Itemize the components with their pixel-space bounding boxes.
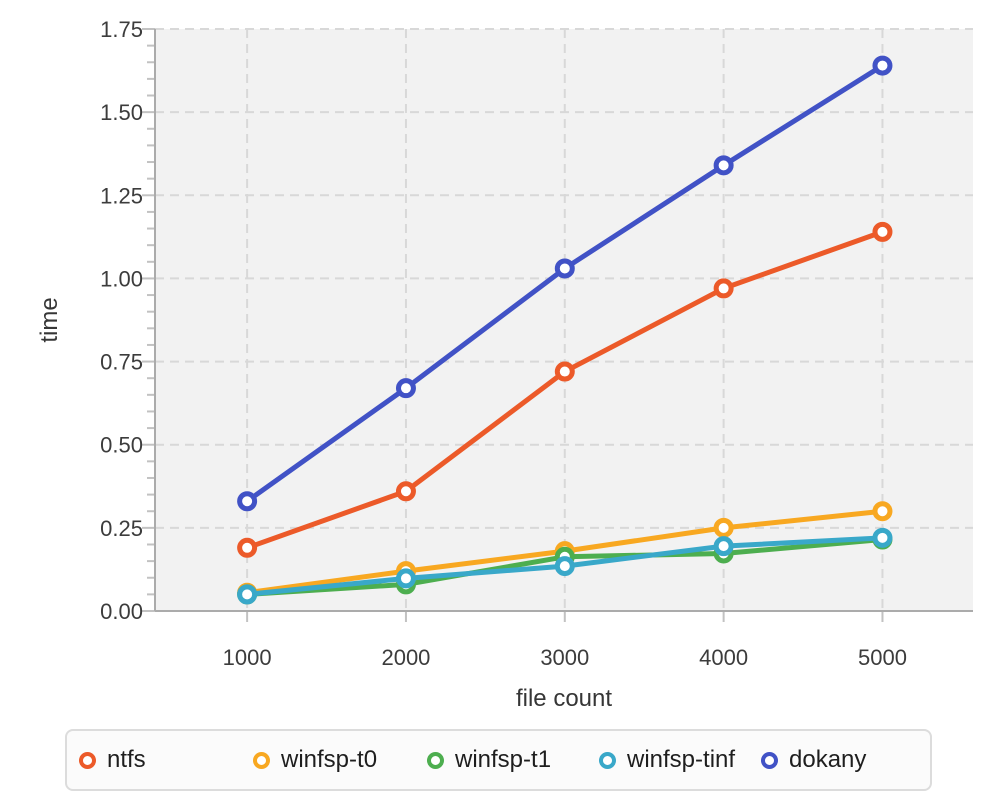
y-tick-label: 1.00 [100,266,143,291]
y-axis-label: time [36,297,63,342]
y-tick-label: 0.50 [100,433,143,458]
data-point-dokany [554,258,575,279]
data-point-ntfs [713,278,734,299]
open-circle-marker-icon [427,751,444,769]
y-tick-label: 0.00 [100,599,143,624]
y-tick-label: 0.75 [100,350,143,375]
y-tick-label: 1.75 [100,17,143,42]
data-point-winfsp-tinf [872,527,893,548]
x-axis-label: file count [516,685,612,712]
data-point-ntfs [395,481,416,502]
y-tick-label: 0.25 [100,516,143,541]
series-ntfs [237,221,893,558]
y-tick-label: 1.25 [100,183,143,208]
x-tick-label: 1000 [223,645,272,670]
open-circle-marker-icon [253,751,270,769]
legend-label: ntfs [107,746,146,773]
x-tick-label: 4000 [699,645,748,670]
data-point-winfsp-tinf [395,568,416,589]
legend-label: winfsp-t0 [281,746,378,773]
legend-item-dokany: dokany [761,731,866,789]
legend-item-winfsp-t1: winfsp-t1 [427,731,551,789]
data-point-dokany [237,491,258,512]
data-point-winfsp-t0 [713,517,734,538]
open-circle-marker-icon [599,751,616,769]
open-circle-marker-icon [79,751,96,769]
legend-label: winfsp-tinf [627,746,736,773]
x-tick-label: 5000 [858,645,907,670]
data-point-dokany [872,55,893,76]
data-point-dokany [713,155,734,176]
data-point-ntfs [237,537,258,558]
data-point-winfsp-tinf [713,536,734,557]
data-point-winfsp-tinf [554,556,575,577]
y-tick-label: 1.50 [100,100,143,125]
series-winfsp-tinf [237,527,893,605]
x-tick-label: 2000 [381,645,430,670]
series-dokany [237,55,893,512]
legend-item-winfsp-tinf: winfsp-tinf [599,731,735,789]
x-tick-label: 3000 [540,645,589,670]
legend-item-winfsp-t0: winfsp-t0 [253,731,377,789]
legend-box: ntfs winfsp-t0 winfsp-t1 winfsp-tinf dokany [65,729,932,791]
data-point-winfsp-t0 [872,501,893,522]
open-circle-marker-icon [761,751,778,769]
chart-canvas: 0.00 0.25 0.50 0.75 1.00 1.25 1.50 1.75 1000 2000… [36,17,973,712]
data-point-ntfs [554,361,575,382]
legend-item-ntfs: ntfs [79,731,146,789]
data-point-winfsp-tinf [237,584,258,605]
legend-label: winfsp-t1 [455,746,552,773]
legend-label: dokany [789,746,867,773]
data-point-dokany [395,378,416,399]
data-point-ntfs [872,221,893,242]
